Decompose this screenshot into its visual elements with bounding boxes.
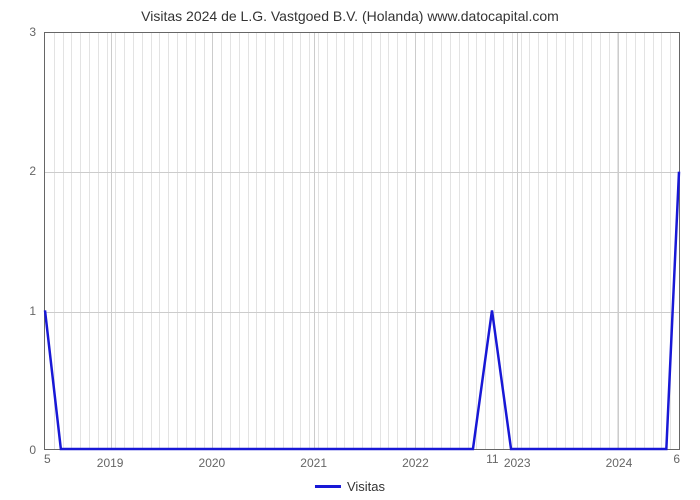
corner-bottom-left-label: 5 [44, 452, 51, 466]
y-tick-label: 1 [29, 304, 36, 318]
x-annotation-11: 11 [486, 452, 498, 466]
legend-label: Visitas [347, 479, 385, 494]
legend: Visitas [315, 479, 385, 494]
line-series [45, 33, 679, 449]
x-tick-label: 2021 [300, 456, 327, 470]
x-tick-label: 2023 [504, 456, 531, 470]
plot-area [44, 32, 680, 450]
chart-area: 5 6 012320192020202120222023202411 [44, 32, 680, 450]
x-tick-label: 2024 [606, 456, 633, 470]
corner-bottom-right-label: 6 [673, 452, 680, 466]
legend-swatch [315, 485, 341, 488]
x-tick-label: 2022 [402, 456, 429, 470]
x-tick-label: 2020 [199, 456, 226, 470]
x-tick-label: 2019 [97, 456, 124, 470]
y-tick-label: 3 [29, 25, 36, 39]
y-tick-label: 0 [29, 443, 36, 457]
chart-title: Visitas 2024 de L.G. Vastgoed B.V. (Hola… [0, 0, 700, 24]
y-tick-label: 2 [29, 164, 36, 178]
